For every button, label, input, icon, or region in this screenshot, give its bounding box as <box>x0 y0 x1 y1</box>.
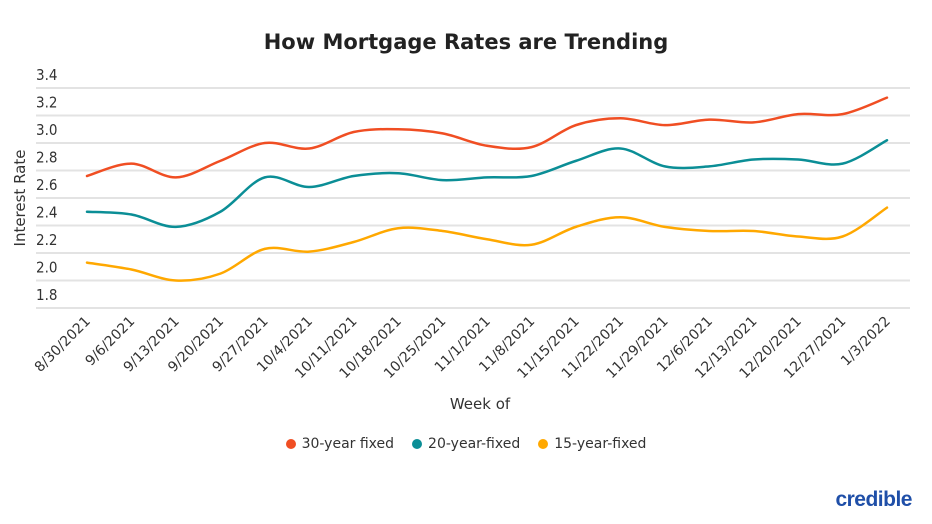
series-line-20-year-fixed <box>85 139 889 229</box>
data-point <box>175 176 177 178</box>
legend-label: 20-year-fixed <box>428 436 521 452</box>
data-point <box>486 176 488 178</box>
data-point <box>708 230 710 232</box>
data-point <box>86 261 88 263</box>
data-point <box>664 165 666 167</box>
legend-item: 30-year fixed <box>285 436 395 452</box>
data-point <box>486 238 488 240</box>
data-point <box>530 175 532 177</box>
legend-item: 20-year-fixed <box>412 436 520 452</box>
data-point <box>886 206 888 208</box>
chart-title: How Mortgage Rates are Trending <box>263 30 669 54</box>
data-point <box>708 118 710 120</box>
y-tick-label: 2.2 <box>36 231 57 249</box>
y-axis-title: Interest Rate <box>11 150 29 247</box>
legend-dot-icon <box>285 439 296 449</box>
data-point <box>619 216 621 218</box>
data-point <box>397 227 399 229</box>
data-point <box>841 113 843 115</box>
data-point <box>797 113 799 115</box>
data-point <box>841 162 843 164</box>
series-line-15-year-fixed <box>85 206 889 282</box>
y-tick-label: 2.8 <box>36 149 57 167</box>
data-point <box>797 235 799 237</box>
data-point <box>86 175 88 177</box>
data-point <box>575 124 577 126</box>
y-tick-label: 2.4 <box>36 204 57 222</box>
data-point <box>619 147 621 149</box>
legend-label: 15-year-fixed <box>554 436 647 452</box>
data-point <box>264 176 266 178</box>
data-point <box>752 230 754 232</box>
legend: 30-year fixed 20-year-fixed 15-year-fixed <box>0 436 932 452</box>
series-30-year-fixed <box>85 96 889 179</box>
y-tick-label: 2.6 <box>36 176 57 194</box>
legend-label: 30-year fixed <box>301 436 395 452</box>
y-tick-label: 3.4 <box>36 66 57 84</box>
data-point <box>664 226 666 228</box>
data-point <box>264 142 266 144</box>
legend-item: 15-year-fixed <box>538 436 646 452</box>
y-tick-label: 1.8 <box>36 286 57 304</box>
data-point <box>752 121 754 123</box>
y-tick-label: 3.0 <box>36 121 57 139</box>
data-point <box>441 179 443 181</box>
x-tick-label: 8/30/2021 <box>32 314 94 376</box>
data-point <box>441 132 443 134</box>
data-point <box>708 165 710 167</box>
series-line-30-year-fixed <box>85 96 889 179</box>
data-point <box>86 211 88 213</box>
legend-dot-icon <box>538 439 549 449</box>
y-tick-label: 3.2 <box>36 94 57 112</box>
data-point <box>664 124 666 126</box>
legend-dot-icon <box>412 439 423 449</box>
data-point <box>886 139 888 141</box>
data-point <box>352 241 354 243</box>
data-point <box>175 279 177 281</box>
data-point <box>886 96 888 98</box>
data-point <box>130 162 132 164</box>
data-point <box>308 147 310 149</box>
data-point <box>219 160 221 162</box>
data-point <box>619 117 621 119</box>
data-point <box>575 160 577 162</box>
data-point <box>752 158 754 160</box>
data-point <box>530 244 532 246</box>
data-point <box>397 172 399 174</box>
data-point <box>130 213 132 215</box>
data-point <box>575 226 577 228</box>
data-point <box>797 158 799 160</box>
data-point <box>530 146 532 148</box>
data-point <box>219 272 221 274</box>
data-point <box>130 268 132 270</box>
data-point <box>486 145 488 147</box>
data-point <box>308 250 310 252</box>
credible-logo: credible <box>835 488 912 511</box>
data-point <box>841 235 843 237</box>
data-point <box>352 131 354 133</box>
data-point <box>219 211 221 213</box>
series-15-year-fixed <box>85 206 889 282</box>
data-point <box>397 128 399 130</box>
series-20-year-fixed <box>85 139 889 229</box>
data-point <box>175 226 177 228</box>
y-tick-label: 2.0 <box>36 259 57 277</box>
data-point <box>264 248 266 250</box>
data-point <box>308 186 310 188</box>
data-point <box>352 175 354 177</box>
data-point <box>441 230 443 232</box>
x-axis-title: Week of <box>450 395 511 413</box>
